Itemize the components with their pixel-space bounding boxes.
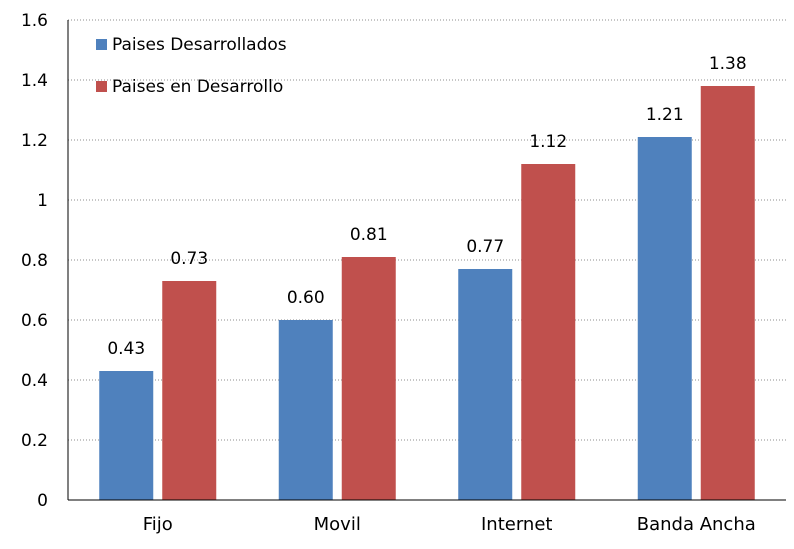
- bar: [458, 269, 513, 500]
- legend-swatch: [96, 81, 107, 92]
- bar: [99, 371, 154, 500]
- legend-label: Paises Desarrollados: [112, 35, 287, 55]
- y-tick-label: 0.8: [21, 251, 48, 271]
- x-axis: Fijo Movil Internet Banda Ancha: [68, 499, 786, 535]
- data-label: 1.21: [646, 105, 684, 125]
- y-tick-label: 0.4: [21, 371, 48, 391]
- x-tick-label: Fijo: [143, 514, 173, 535]
- y-tick-label: 1: [37, 191, 48, 211]
- data-label: 1.12: [529, 132, 567, 152]
- x-tick-label: Movil: [314, 514, 361, 535]
- bar: [162, 281, 217, 500]
- bar: [341, 257, 396, 500]
- data-label: 1.38: [709, 54, 747, 74]
- data-labels: 0.43 0.73 0.60 0.81 0.77 1.12 1.21 1.38: [107, 54, 746, 359]
- data-label: 0.60: [287, 288, 325, 308]
- bar: [278, 320, 333, 500]
- legend-swatch: [96, 39, 107, 50]
- y-tick-label: 0.2: [21, 431, 48, 451]
- y-tick-label: 0: [37, 491, 48, 511]
- legend-label: Paises en Desarrollo: [112, 77, 283, 97]
- bars: [99, 86, 755, 500]
- bar: [637, 137, 692, 500]
- x-tick-label: Internet: [481, 514, 552, 535]
- y-tick-label: 0.6: [21, 311, 48, 331]
- x-tick-label: Banda Ancha: [637, 514, 756, 535]
- data-label: 0.73: [170, 249, 208, 269]
- data-label: 0.43: [107, 339, 145, 359]
- bar: [521, 164, 576, 500]
- y-tick-label: 1.6: [21, 11, 48, 31]
- y-tick-label: 1.4: [21, 71, 48, 91]
- legend: Paises Desarrollados Paises en Desarrollo: [96, 35, 287, 97]
- bar: [700, 86, 755, 500]
- y-tick-label: 1.2: [21, 131, 48, 151]
- data-label: 0.77: [466, 237, 504, 257]
- data-label: 0.81: [350, 225, 388, 245]
- y-axis: 0 0.2 0.4 0.6 0.8 1 1.2 1.4 1.6: [21, 11, 69, 511]
